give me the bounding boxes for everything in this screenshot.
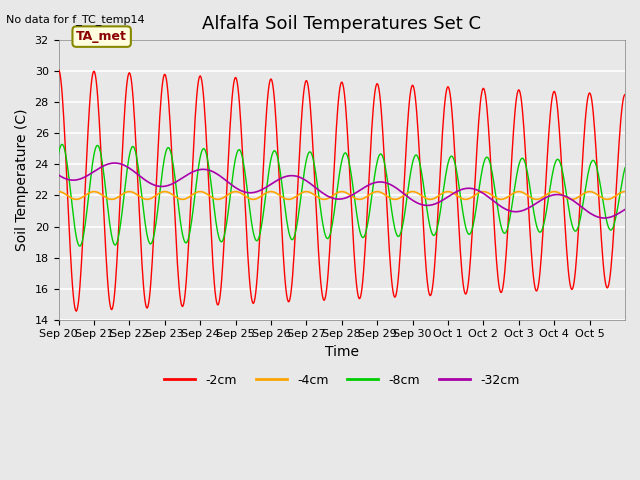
Text: No data for f_TC_temp14: No data for f_TC_temp14 xyxy=(6,14,145,25)
Title: Alfalfa Soil Temperatures Set C: Alfalfa Soil Temperatures Set C xyxy=(202,15,481,33)
Legend: -2cm, -4cm, -8cm, -32cm: -2cm, -4cm, -8cm, -32cm xyxy=(159,369,524,392)
X-axis label: Time: Time xyxy=(324,345,359,359)
Text: TA_met: TA_met xyxy=(76,30,127,43)
Y-axis label: Soil Temperature (C): Soil Temperature (C) xyxy=(15,108,29,251)
